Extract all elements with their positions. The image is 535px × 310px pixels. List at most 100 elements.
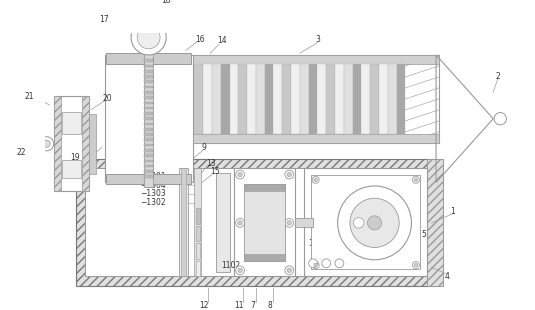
Bar bbox=[300, 64, 309, 134]
Bar bbox=[144, 149, 153, 152]
Circle shape bbox=[350, 198, 399, 247]
Text: 17: 17 bbox=[100, 15, 109, 24]
Circle shape bbox=[235, 219, 244, 227]
Bar bbox=[244, 254, 285, 261]
Text: 22: 22 bbox=[16, 148, 26, 157]
Bar bbox=[82, 96, 89, 191]
Bar bbox=[144, 117, 153, 120]
Bar bbox=[196, 243, 200, 259]
Circle shape bbox=[368, 216, 381, 230]
Text: 12: 12 bbox=[199, 301, 209, 310]
Text: 16: 16 bbox=[195, 35, 205, 44]
Bar bbox=[234, 168, 295, 277]
Circle shape bbox=[238, 221, 242, 225]
Bar bbox=[194, 64, 203, 134]
Circle shape bbox=[235, 170, 244, 179]
Bar bbox=[265, 64, 273, 134]
Circle shape bbox=[309, 259, 317, 268]
Circle shape bbox=[137, 26, 160, 49]
Bar bbox=[291, 64, 300, 134]
Bar bbox=[317, 64, 326, 134]
Bar bbox=[144, 139, 153, 141]
Text: 10: 10 bbox=[309, 239, 318, 248]
Circle shape bbox=[131, 20, 166, 55]
Text: −1303: −1303 bbox=[140, 189, 166, 198]
Text: 14: 14 bbox=[217, 36, 227, 45]
Text: 18: 18 bbox=[162, 0, 171, 5]
Text: 4: 4 bbox=[445, 272, 450, 281]
Bar bbox=[106, 174, 191, 184]
Bar bbox=[181, 168, 186, 277]
Bar bbox=[196, 208, 200, 224]
Bar bbox=[388, 64, 396, 134]
Bar bbox=[216, 173, 230, 272]
Text: 19: 19 bbox=[71, 153, 80, 162]
Bar bbox=[193, 55, 439, 143]
Bar bbox=[144, 91, 153, 94]
Text: 3: 3 bbox=[316, 35, 320, 44]
Bar bbox=[179, 168, 188, 277]
Bar bbox=[427, 159, 443, 286]
Circle shape bbox=[285, 170, 294, 179]
Bar bbox=[295, 219, 313, 227]
Text: 8: 8 bbox=[268, 301, 272, 310]
Bar bbox=[335, 64, 344, 134]
Bar bbox=[247, 64, 256, 134]
Circle shape bbox=[238, 268, 242, 272]
Text: 11: 11 bbox=[234, 301, 244, 310]
Bar bbox=[144, 65, 153, 67]
Circle shape bbox=[312, 262, 319, 268]
Text: 2: 2 bbox=[496, 72, 501, 81]
Circle shape bbox=[238, 172, 242, 177]
Bar bbox=[344, 64, 353, 134]
Circle shape bbox=[287, 268, 292, 272]
Circle shape bbox=[285, 219, 294, 227]
Circle shape bbox=[322, 259, 331, 268]
Bar bbox=[144, 133, 153, 136]
Bar bbox=[144, 102, 153, 104]
Bar bbox=[106, 53, 191, 64]
Bar bbox=[144, 96, 153, 99]
Circle shape bbox=[43, 140, 50, 147]
Bar bbox=[203, 64, 212, 134]
Text: −1304: −1304 bbox=[140, 180, 166, 190]
Bar bbox=[196, 261, 200, 277]
Bar bbox=[326, 64, 335, 134]
Circle shape bbox=[285, 266, 294, 275]
Bar bbox=[370, 64, 379, 134]
Circle shape bbox=[354, 218, 364, 228]
Bar bbox=[238, 64, 247, 134]
Bar bbox=[144, 75, 153, 78]
Bar bbox=[194, 168, 201, 277]
Text: −1301: −1301 bbox=[140, 172, 165, 181]
Circle shape bbox=[414, 263, 418, 267]
Circle shape bbox=[412, 176, 419, 183]
Text: 21: 21 bbox=[25, 92, 34, 101]
Bar bbox=[144, 51, 153, 187]
Text: 15: 15 bbox=[210, 167, 220, 176]
Bar bbox=[54, 96, 89, 191]
Bar bbox=[144, 165, 153, 167]
Bar bbox=[282, 64, 291, 134]
Bar bbox=[144, 123, 153, 125]
Text: 13: 13 bbox=[206, 159, 216, 168]
Bar bbox=[144, 144, 153, 146]
Text: 7: 7 bbox=[250, 301, 255, 310]
Bar bbox=[273, 64, 282, 134]
Bar bbox=[230, 64, 238, 134]
Bar bbox=[193, 55, 439, 64]
Bar bbox=[221, 64, 230, 134]
Bar bbox=[244, 184, 285, 261]
Circle shape bbox=[314, 178, 317, 182]
Bar bbox=[379, 64, 388, 134]
Bar bbox=[144, 107, 153, 109]
Circle shape bbox=[414, 178, 418, 182]
Bar bbox=[62, 161, 81, 178]
Bar bbox=[144, 154, 153, 157]
Circle shape bbox=[314, 263, 317, 267]
Bar bbox=[144, 70, 153, 73]
Circle shape bbox=[335, 259, 344, 268]
Text: 1102: 1102 bbox=[221, 261, 240, 270]
Circle shape bbox=[287, 221, 292, 225]
Circle shape bbox=[338, 186, 411, 260]
